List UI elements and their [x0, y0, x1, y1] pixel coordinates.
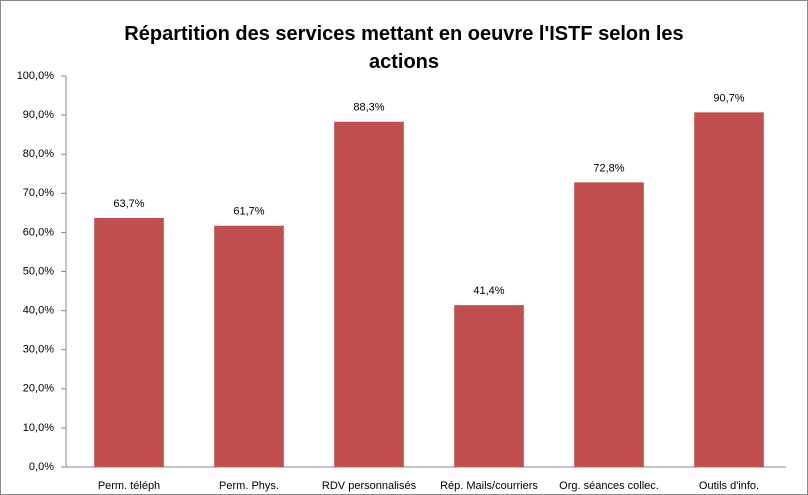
data-label: 61,7% — [233, 206, 264, 218]
bar — [574, 182, 644, 468]
data-label: 63,7% — [113, 198, 144, 210]
chart-title: Répartition des services mettant en oeuv… — [124, 23, 684, 73]
x-tick-label: Rép. Mails/courriers — [440, 480, 538, 492]
y-tick-label: 10,0% — [23, 422, 54, 434]
x-tick-label: Perm. téléph — [98, 480, 160, 492]
data-label: 90,7% — [713, 92, 744, 104]
bar — [94, 217, 164, 467]
bar — [334, 121, 404, 467]
x-tick-label: Perm. Phys. — [219, 480, 279, 492]
y-tick-label: 70,0% — [23, 187, 54, 199]
x-tick-label: Org. séances collec. — [559, 480, 659, 492]
data-label: 88,3% — [353, 102, 384, 114]
y-tick-label: 50,0% — [23, 265, 54, 277]
y-tick-label: 80,0% — [23, 148, 54, 160]
bar — [454, 305, 524, 467]
y-tick-label: 20,0% — [23, 383, 54, 395]
data-label: 72,8% — [593, 162, 624, 174]
data-label: 41,4% — [473, 285, 504, 297]
y-tick-label: 90,0% — [23, 109, 54, 121]
y-tick-label: 30,0% — [23, 344, 54, 356]
y-tick-label: 60,0% — [23, 226, 54, 238]
y-tick-label: 100,0% — [17, 70, 55, 82]
y-tick-label: 0,0% — [29, 461, 54, 473]
x-tick-label: RDV personnalisés — [322, 480, 417, 492]
y-tick-label: 40,0% — [23, 305, 54, 317]
bar — [214, 225, 284, 467]
x-tick-label: Outils d'info. — [699, 480, 759, 492]
bar — [694, 112, 764, 467]
